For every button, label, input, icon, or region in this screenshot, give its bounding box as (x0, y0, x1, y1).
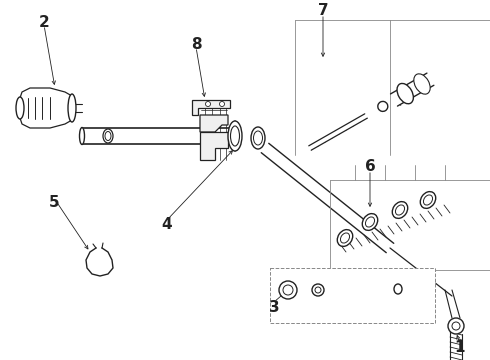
Ellipse shape (279, 281, 297, 299)
Text: 4: 4 (162, 216, 172, 231)
Ellipse shape (220, 102, 224, 107)
Ellipse shape (448, 318, 464, 334)
Ellipse shape (228, 121, 242, 151)
Text: 2: 2 (39, 14, 49, 30)
Ellipse shape (420, 192, 436, 208)
Ellipse shape (68, 94, 76, 122)
Ellipse shape (105, 131, 111, 140)
Ellipse shape (283, 285, 293, 295)
Ellipse shape (341, 233, 349, 243)
Text: 5: 5 (49, 194, 59, 210)
Ellipse shape (362, 213, 378, 230)
Ellipse shape (315, 287, 321, 293)
Ellipse shape (366, 217, 374, 227)
Polygon shape (192, 100, 230, 115)
Text: 1: 1 (455, 341, 465, 356)
Bar (270, 268, 435, 323)
Ellipse shape (205, 102, 211, 107)
Ellipse shape (251, 127, 265, 149)
Ellipse shape (312, 284, 324, 296)
Text: 3: 3 (269, 301, 279, 315)
Ellipse shape (79, 127, 84, 144)
Text: 6: 6 (365, 158, 375, 174)
Polygon shape (200, 115, 228, 132)
Ellipse shape (452, 322, 460, 330)
Text: 8: 8 (191, 36, 201, 51)
Ellipse shape (414, 74, 430, 94)
Ellipse shape (394, 284, 402, 294)
Ellipse shape (392, 202, 408, 219)
Ellipse shape (397, 84, 414, 104)
Ellipse shape (423, 195, 433, 205)
Ellipse shape (395, 205, 405, 215)
Ellipse shape (337, 230, 353, 246)
Ellipse shape (378, 102, 388, 111)
Ellipse shape (16, 97, 24, 119)
Ellipse shape (103, 129, 113, 143)
Ellipse shape (230, 126, 240, 146)
Ellipse shape (253, 131, 263, 145)
Text: 7: 7 (318, 3, 328, 18)
Polygon shape (200, 132, 228, 160)
